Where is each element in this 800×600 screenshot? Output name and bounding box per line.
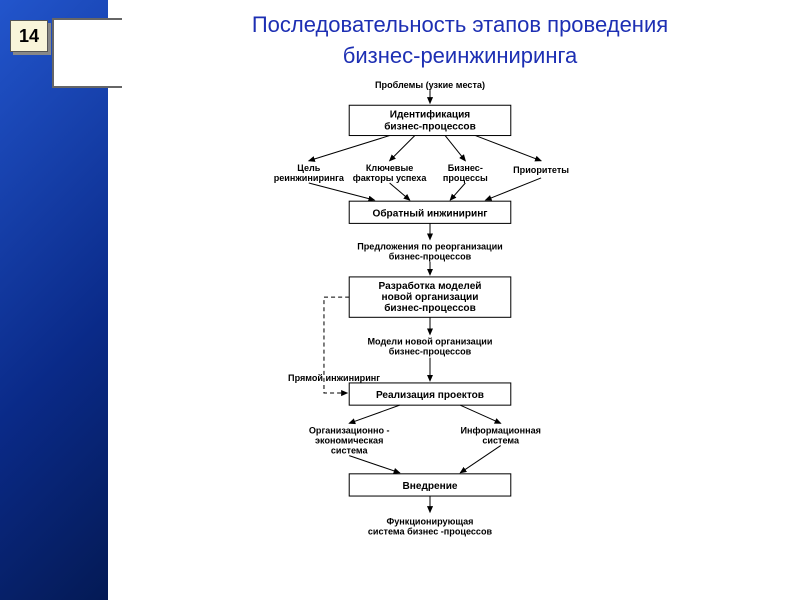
svg-text:Цель: Цель [297,163,321,173]
svg-text:Бизнес-: Бизнес- [448,163,483,173]
svg-text:процессы: процессы [443,173,488,183]
side-label: Прямой инжиниринг [288,373,380,383]
node-n5: Внедрение [349,474,511,496]
svg-text:система: система [331,446,369,456]
node-n4: Реализация проектов [349,383,511,405]
top-label: Проблемы (узкие места) [375,80,485,90]
svg-text:Ключевые: Ключевые [366,163,413,173]
branch-labels-1: Цель реинжиниринга Ключевые факторы успе… [274,163,570,183]
svg-text:Функционирующая: Функционирующая [387,516,474,526]
svg-text:Предложения по реорганизации: Предложения по реорганизации [357,242,503,252]
page-title: Последовательность этапов проведения биз… [140,10,780,72]
svg-text:Информационная: Информационная [460,425,540,435]
flowchart: Проблемы (узкие места) Идентификация биз… [180,80,680,595]
node-n3: Разработка моделей новой организации биз… [349,277,511,317]
svg-text:система: система [482,436,520,446]
svg-text:Обратный инжиниринг: Обратный инжиниринг [373,207,488,219]
svg-text:бизнес-процессов: бизнес-процессов [384,302,476,314]
branch-labels-2: Организационно - экономическая система И… [309,425,541,455]
svg-text:экономическая: экономическая [315,436,383,446]
svg-text:Разработка моделей: Разработка моделей [378,280,481,292]
slide-number: 14 [10,20,48,52]
svg-text:бизнес-процессов: бизнес-процессов [384,120,476,132]
svg-text:бизнес-процессов: бизнес-процессов [389,252,472,262]
svg-text:Приоритеты: Приоритеты [513,165,569,175]
title-line-1: Последовательность этапов проведения [140,10,780,41]
svg-text:Внедрение: Внедрение [402,481,457,492]
svg-text:Организационно -: Организационно - [309,425,390,435]
svg-text:система бизнес -процессов: система бизнес -процессов [368,526,493,536]
svg-text:бизнес-процессов: бизнес-процессов [389,347,472,357]
node-n2: Обратный инжиниринг [349,201,511,223]
svg-text:факторы успеха: факторы успеха [353,173,428,183]
svg-text:реинжиниринга: реинжиниринга [274,173,345,183]
svg-text:Модели новой организации: Модели новой организации [368,337,493,347]
svg-text:Реализация проектов: Реализация проектов [376,390,484,401]
bracket-decoration [52,18,122,88]
sidebar-decoration [0,0,108,600]
title-line-2: бизнес-реинжиниринга [140,41,780,72]
svg-text:Идентификация: Идентификация [390,108,471,120]
node-n1: Идентификация бизнес-процессов [349,105,511,135]
svg-text:новой организации: новой организации [382,292,479,303]
